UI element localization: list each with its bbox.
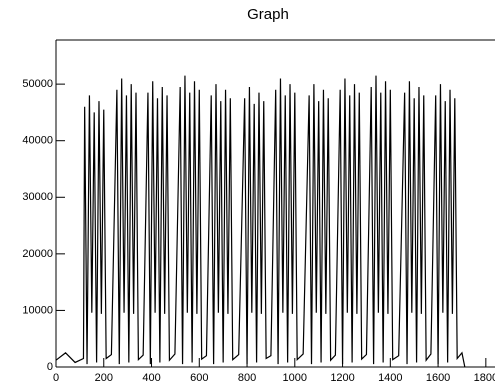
y-tick-label: 50000 xyxy=(22,78,53,90)
x-tick-label: 1200 xyxy=(330,372,354,384)
x-tick-label: 1400 xyxy=(378,372,402,384)
y-tick-label: 30000 xyxy=(22,191,53,203)
x-tick-label: 400 xyxy=(142,372,160,384)
y-tick-label: 0 xyxy=(47,361,53,373)
x-tick-label: 800 xyxy=(238,372,256,384)
y-tick-label: 20000 xyxy=(22,248,53,260)
x-tick-label: 200 xyxy=(95,372,113,384)
x-tick-label: 1000 xyxy=(283,372,307,384)
y-tick-label: 10000 xyxy=(22,304,53,316)
x-tick-label: 1800 xyxy=(474,372,495,384)
y-tick-label: 40000 xyxy=(22,135,53,147)
x-tick-label: 600 xyxy=(190,372,208,384)
data-line xyxy=(55,75,466,368)
x-tick-label: 1600 xyxy=(426,372,450,384)
x-tick-label: 0 xyxy=(53,372,59,384)
chart-title: Graph xyxy=(247,6,289,23)
